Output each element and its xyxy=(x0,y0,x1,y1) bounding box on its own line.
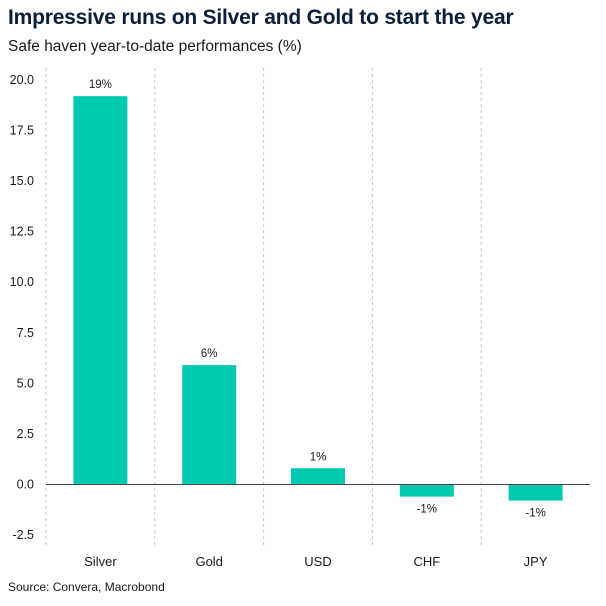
data-label: -1% xyxy=(417,504,437,516)
y-tick-label: 20.0 xyxy=(10,73,34,87)
y-tick-label: -2.5 xyxy=(12,528,34,542)
y-tick-label: 15.0 xyxy=(10,174,34,188)
x-tick-label: CHF xyxy=(413,554,440,569)
y-tick-label: 7.5 xyxy=(17,326,34,340)
chart-subtitle: Safe haven year-to-date performances (%) xyxy=(8,38,302,55)
y-tick-label: 10.0 xyxy=(10,275,34,289)
bars xyxy=(73,96,563,501)
y-tick-label: 5.0 xyxy=(17,376,34,390)
data-label: 19% xyxy=(89,79,112,91)
y-tick-label: 0.0 xyxy=(17,477,34,491)
bar-silver xyxy=(73,96,128,485)
x-tick-label: Silver xyxy=(84,554,117,569)
x-tick-label: USD xyxy=(304,554,331,569)
source-note: Source: Convera, Macrobond xyxy=(8,580,165,594)
y-tick-label: 2.5 xyxy=(17,427,34,441)
data-label: -1% xyxy=(525,508,545,520)
bar-usd xyxy=(291,468,345,485)
y-tick-label: 17.5 xyxy=(10,124,34,138)
data-label: 6% xyxy=(201,348,218,360)
bar-chf xyxy=(399,484,454,497)
y-axis: -2.5 0.0 2.5 5.0 7.5 10.0 12.5 15.0 17.5 20.0 xyxy=(10,73,34,542)
bar-gold xyxy=(182,365,237,485)
bar-jpy xyxy=(508,484,563,501)
grid-layer xyxy=(45,68,482,548)
x-tick-label: JPY xyxy=(524,554,548,569)
y-tick-label: 12.5 xyxy=(10,225,34,239)
x-tick-label: Gold xyxy=(195,554,222,569)
data-label: 1% xyxy=(310,451,327,463)
data-labels: 19% 6% 1% -1% -1% xyxy=(89,79,546,519)
chart-title: Impressive runs on Silver and Gold to st… xyxy=(8,6,514,29)
x-axis: Silver Gold USD CHF JPY xyxy=(84,554,548,569)
